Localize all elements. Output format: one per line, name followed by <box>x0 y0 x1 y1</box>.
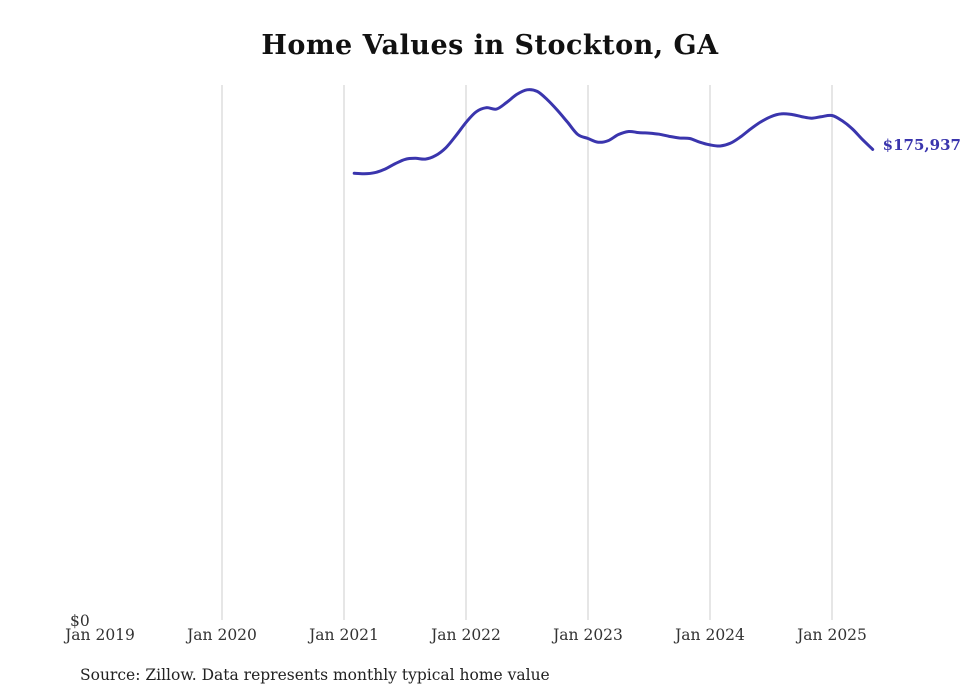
current-value-label: $175,937 <box>882 136 961 155</box>
x-axis-tick-label: Jan 2021 <box>309 626 379 644</box>
y-axis-zero-label: $0 <box>70 612 90 630</box>
x-axis-tick-label: Jan 2024 <box>675 626 745 644</box>
source-note: Source: Zillow. Data represents monthly … <box>80 666 550 684</box>
chart-title: Home Values in Stockton, GA <box>261 30 719 61</box>
x-axis-tick-label: Jan 2022 <box>431 626 501 644</box>
x-axis-tick-label: Jan 2023 <box>553 626 623 644</box>
home-value-series-line <box>352 88 875 176</box>
x-axis-tick-label: Jan 2019 <box>65 626 135 644</box>
x-axis-tick-label: Jan 2025 <box>797 626 867 644</box>
x-axis-tick-label: Jan 2020 <box>187 626 257 644</box>
